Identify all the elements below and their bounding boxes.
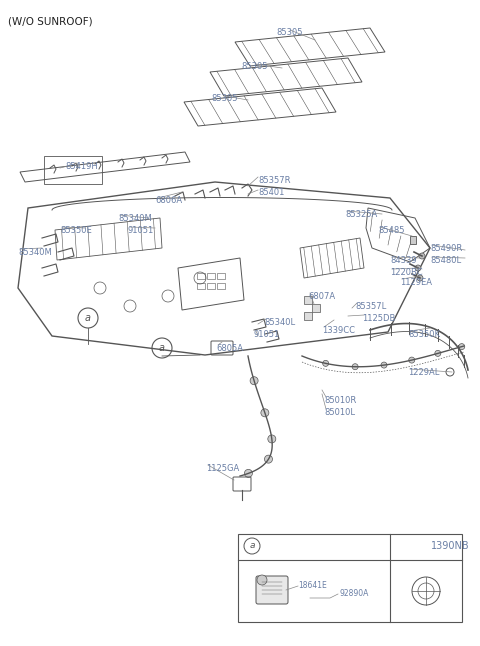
Circle shape: [250, 377, 258, 385]
Text: 85480L: 85480L: [430, 256, 461, 265]
Circle shape: [435, 350, 441, 357]
Bar: [207, 273, 215, 279]
Text: 85340L: 85340L: [264, 318, 295, 327]
Text: 1390NB: 1390NB: [431, 541, 469, 551]
Text: 1220BC: 1220BC: [390, 268, 422, 277]
Text: a: a: [85, 313, 91, 323]
Bar: [217, 273, 225, 279]
Text: 6805A: 6805A: [216, 344, 243, 353]
Circle shape: [264, 455, 273, 463]
Bar: [238, 534, 462, 622]
Text: 85340M: 85340M: [18, 248, 52, 257]
Circle shape: [459, 344, 465, 349]
Circle shape: [419, 253, 425, 259]
Text: 85305: 85305: [277, 28, 303, 37]
Text: 1229AL: 1229AL: [408, 368, 439, 377]
Text: 85490R: 85490R: [430, 244, 462, 253]
Text: 6806A: 6806A: [155, 196, 182, 205]
Bar: [197, 273, 205, 279]
Text: 1129EA: 1129EA: [400, 278, 432, 287]
Bar: [410, 236, 416, 244]
Circle shape: [244, 470, 252, 477]
Bar: [304, 312, 312, 320]
Circle shape: [415, 265, 421, 271]
Text: 85350K: 85350K: [408, 330, 440, 339]
Text: 92890A: 92890A: [340, 590, 370, 598]
Text: 85010L: 85010L: [324, 408, 355, 417]
Text: 85010R: 85010R: [324, 396, 356, 405]
Text: 18641E: 18641E: [298, 581, 327, 590]
Circle shape: [323, 360, 329, 366]
Text: 85305: 85305: [242, 62, 268, 71]
Text: 85325A: 85325A: [345, 210, 377, 219]
Bar: [312, 304, 320, 312]
Text: 85485: 85485: [378, 226, 405, 235]
Text: 85357R: 85357R: [258, 176, 290, 185]
Bar: [44, 156, 102, 184]
Circle shape: [257, 575, 267, 585]
Bar: [304, 296, 312, 304]
Text: 1339CC: 1339CC: [322, 326, 355, 335]
Circle shape: [261, 409, 269, 417]
Text: 6807A: 6807A: [308, 292, 335, 301]
FancyBboxPatch shape: [256, 576, 288, 604]
Circle shape: [381, 362, 387, 368]
Bar: [217, 283, 225, 289]
Bar: [197, 283, 205, 289]
Circle shape: [417, 275, 423, 281]
Text: 91051: 91051: [254, 330, 280, 339]
Bar: [207, 283, 215, 289]
Text: 85419H: 85419H: [65, 162, 98, 171]
Text: a: a: [159, 343, 165, 353]
Text: a: a: [249, 541, 255, 550]
Text: (W/O SUNROOF): (W/O SUNROOF): [8, 16, 93, 26]
Circle shape: [268, 435, 276, 443]
Text: 85401: 85401: [258, 188, 284, 197]
Text: 91051: 91051: [128, 226, 154, 235]
Text: 84339: 84339: [390, 256, 417, 265]
Text: 1125GA: 1125GA: [206, 464, 239, 473]
Text: 1125DB: 1125DB: [362, 314, 396, 323]
Text: 85340M: 85340M: [118, 214, 152, 223]
Circle shape: [409, 357, 415, 363]
Circle shape: [352, 364, 358, 370]
Text: 85305: 85305: [212, 94, 238, 103]
Text: 85350E: 85350E: [60, 226, 92, 235]
Text: 85357L: 85357L: [355, 302, 386, 311]
